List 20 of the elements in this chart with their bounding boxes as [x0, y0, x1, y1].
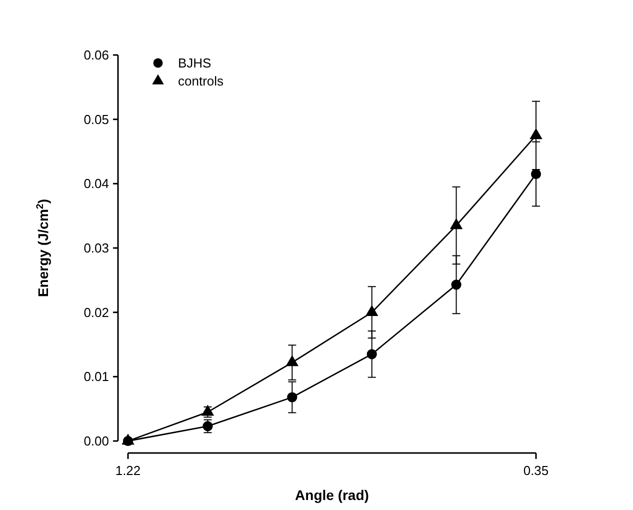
y-tick-label: 0.05 [84, 112, 109, 127]
x-tick-label: 1.22 [115, 463, 141, 478]
point [286, 355, 298, 366]
point [451, 280, 462, 290]
y-tick-label: 0.02 [84, 304, 109, 320]
x-tick-label: 0.35 [523, 463, 549, 478]
y-tick-label: 0.00 [84, 434, 109, 449]
y-tick-label: 0.03 [84, 240, 109, 256]
point [530, 128, 542, 140]
y-tick-label: 0.04 [84, 176, 109, 192]
x-axis-title: Angle (rad) [295, 487, 369, 503]
y-tick-label: 0.01 [84, 369, 109, 384]
legend-label: BJHS [178, 56, 212, 71]
point [287, 392, 298, 402]
point [450, 218, 463, 230]
point [366, 349, 377, 360]
legend-label: controls [178, 74, 224, 89]
point [366, 304, 378, 316]
y-tick-label: 0.06 [84, 48, 109, 63]
point [530, 168, 542, 180]
